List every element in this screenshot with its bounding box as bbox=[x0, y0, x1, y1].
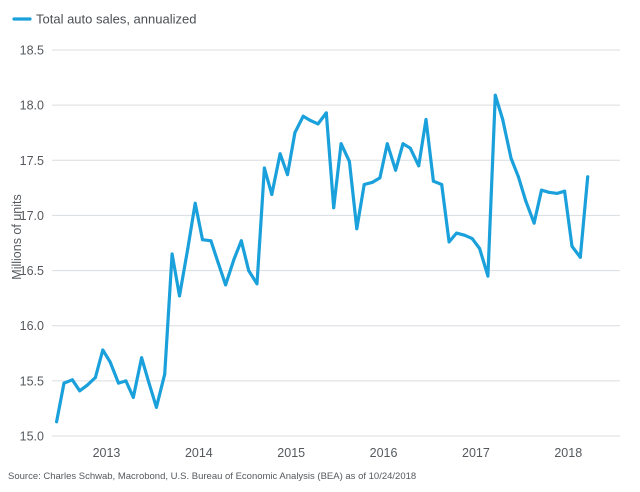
data-point bbox=[278, 152, 282, 156]
data-point bbox=[347, 159, 351, 163]
data-point bbox=[85, 383, 89, 387]
data-point bbox=[378, 176, 382, 180]
y-tick-label: 18.0 bbox=[20, 99, 44, 113]
data-point bbox=[186, 247, 190, 250]
data-point bbox=[216, 261, 220, 265]
legend-label: Total auto sales, annualized bbox=[36, 12, 196, 27]
data-point bbox=[178, 294, 181, 298]
data-point bbox=[501, 118, 505, 121]
data-point bbox=[478, 247, 482, 250]
data-point bbox=[78, 389, 82, 393]
data-point bbox=[124, 379, 128, 383]
data-point bbox=[255, 282, 259, 286]
data-point bbox=[371, 180, 374, 184]
data-point bbox=[339, 142, 343, 146]
x-tick-label: 2017 bbox=[462, 446, 490, 460]
y-axis-tick-labels: 15.0 15.5 16.0 16.5 17.0 17.5 18.0 18.5 bbox=[20, 44, 44, 444]
y-tick-label: 16.0 bbox=[20, 319, 44, 333]
data-point bbox=[547, 190, 551, 194]
data-point bbox=[524, 199, 528, 203]
data-point bbox=[170, 252, 174, 256]
data-point bbox=[55, 420, 59, 424]
data-point bbox=[516, 175, 520, 179]
x-tick-label: 2016 bbox=[370, 446, 398, 460]
y-tick-label: 17.0 bbox=[20, 209, 44, 223]
data-point bbox=[563, 189, 567, 193]
data-point bbox=[309, 119, 313, 123]
x-tick-label: 2013 bbox=[93, 446, 121, 460]
data-point bbox=[239, 239, 243, 243]
data-point bbox=[93, 376, 97, 379]
data-point bbox=[424, 118, 428, 121]
data-point bbox=[147, 381, 151, 385]
data-point bbox=[355, 227, 359, 231]
data-point bbox=[401, 142, 405, 146]
y-axis-label: Millions of units bbox=[10, 194, 24, 279]
x-axis-tick-labels: 2013 2014 2015 2016 2017 2018 bbox=[93, 446, 583, 460]
data-point bbox=[408, 146, 412, 150]
data-point bbox=[431, 179, 435, 183]
data-point bbox=[108, 360, 112, 364]
y-tick-label: 16.5 bbox=[20, 264, 44, 278]
data-point bbox=[455, 231, 458, 235]
data-point bbox=[540, 188, 543, 192]
data-point bbox=[101, 348, 105, 352]
data-point bbox=[486, 274, 490, 278]
y-tick-label: 18.5 bbox=[20, 44, 44, 58]
data-point bbox=[555, 191, 559, 195]
data-point bbox=[293, 131, 297, 135]
data-point bbox=[463, 233, 467, 237]
data-point bbox=[578, 255, 582, 259]
legend: Total auto sales, annualized bbox=[12, 12, 196, 27]
data-point bbox=[316, 122, 320, 126]
data-point bbox=[447, 240, 451, 244]
data-point bbox=[586, 175, 590, 179]
data-point bbox=[470, 237, 474, 241]
y-tick-label: 17.5 bbox=[20, 154, 44, 168]
data-point bbox=[201, 238, 204, 242]
data-point bbox=[140, 356, 144, 360]
data-point bbox=[570, 244, 574, 248]
x-tick-label: 2018 bbox=[554, 446, 582, 460]
data-point bbox=[332, 206, 336, 210]
data-point bbox=[247, 269, 251, 273]
data-point bbox=[70, 378, 74, 382]
data-point bbox=[394, 168, 398, 172]
data-point bbox=[493, 93, 497, 97]
data-point bbox=[62, 381, 66, 385]
data-point bbox=[232, 258, 236, 261]
data-point bbox=[301, 114, 305, 118]
data-point bbox=[262, 166, 266, 170]
data-point bbox=[362, 183, 366, 186]
x-tick-label: 2014 bbox=[185, 446, 213, 460]
data-point bbox=[417, 164, 421, 168]
data-point bbox=[209, 239, 213, 243]
data-points bbox=[55, 93, 590, 424]
data-point bbox=[270, 193, 274, 196]
data-point bbox=[131, 395, 135, 399]
data-point bbox=[440, 183, 444, 186]
data-point bbox=[154, 405, 158, 409]
data-point bbox=[224, 283, 228, 287]
x-tick-label: 2015 bbox=[277, 446, 305, 460]
series-line-total-auto-sales bbox=[55, 93, 590, 424]
data-point bbox=[509, 156, 513, 160]
data-point bbox=[286, 173, 289, 177]
y-tick-label: 15.5 bbox=[20, 374, 44, 388]
data-point bbox=[324, 111, 328, 115]
source-note: Source: Charles Schwab, Macrobond, U.S. … bbox=[8, 471, 416, 482]
data-point bbox=[163, 372, 167, 376]
y-tick-label: 15.0 bbox=[20, 430, 44, 444]
data-point bbox=[532, 221, 536, 225]
data-point bbox=[385, 142, 389, 146]
gridlines bbox=[52, 49, 620, 437]
data-point bbox=[117, 381, 120, 385]
data-point bbox=[193, 201, 197, 205]
